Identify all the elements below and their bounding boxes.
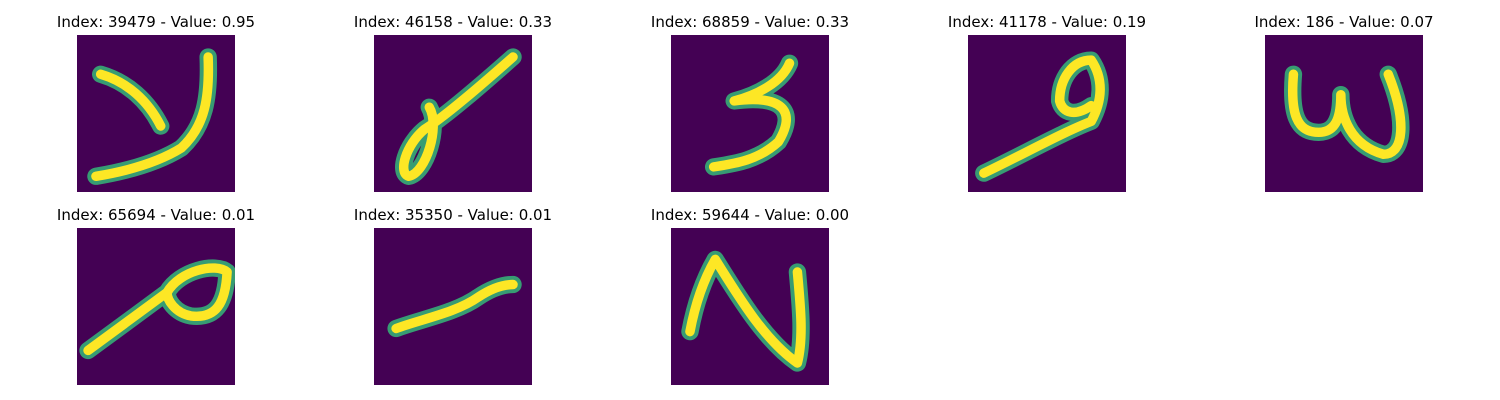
panel-title: Index: 65694 - Value: 0.01	[56, 206, 256, 224]
panel-title: Index: 186 - Value: 0.07	[1254, 13, 1434, 31]
panel-title: Index: 46158 - Value: 0.33	[353, 13, 553, 31]
stroke-core	[708, 58, 795, 172]
panel-title: Index: 59644 - Value: 0.00	[650, 206, 850, 224]
digit-59644-image	[671, 228, 829, 385]
panel-title: Index: 68859 - Value: 0.33	[650, 13, 850, 31]
panel-title: Index: 35350 - Value: 0.01	[353, 206, 553, 224]
panel-title: Index: 39479 - Value: 0.95	[56, 13, 256, 31]
digit-65694-image	[77, 228, 235, 385]
stroke-core	[685, 254, 806, 368]
digit-186-image	[1265, 35, 1423, 192]
digit-35350-image	[374, 228, 532, 385]
digit-stroke-image	[968, 35, 1126, 192]
digit-stroke-image	[374, 228, 532, 385]
stroke-core	[1287, 69, 1406, 160]
digit-41178-image	[968, 35, 1126, 192]
stroke-core	[979, 55, 1105, 178]
panel-title: Index: 41178 - Value: 0.19	[947, 13, 1147, 31]
digit-46158-image	[374, 35, 532, 192]
digit-stroke-image	[671, 228, 829, 385]
digit-stroke-image	[77, 35, 235, 192]
stroke-core	[391, 279, 518, 334]
stroke-core	[91, 52, 214, 182]
digit-stroke-image	[671, 35, 829, 192]
stroke-core	[399, 52, 518, 182]
stroke-core	[95, 69, 166, 131]
digit-39479-image	[77, 35, 235, 192]
digit-stroke-image	[77, 228, 235, 385]
digit-stroke-image	[374, 35, 532, 192]
image-background	[671, 35, 829, 192]
digit-stroke-image	[1265, 35, 1423, 192]
stroke-core	[83, 263, 232, 356]
digit-68859-image	[671, 35, 829, 192]
